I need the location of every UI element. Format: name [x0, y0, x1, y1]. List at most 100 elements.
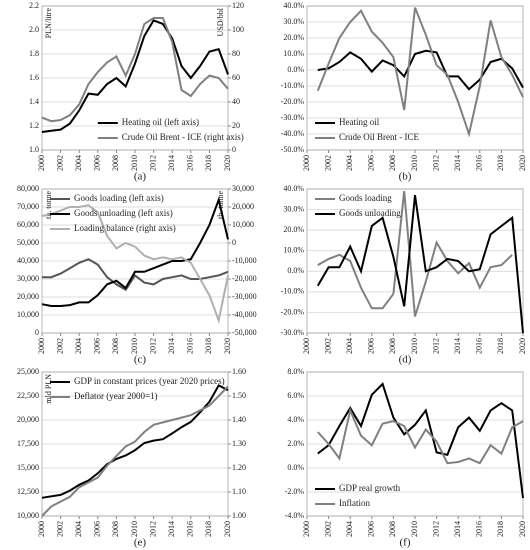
x-tick-label: 2000: [302, 338, 311, 354]
y-tick-label: 4.0%: [287, 415, 304, 424]
y-tick-label: 10,000: [17, 310, 39, 319]
x-tick-label: 2002: [55, 155, 64, 171]
y-tick-label: 0: [35, 328, 39, 337]
y-tick-label: 1.8: [29, 49, 39, 58]
y-tick-label: 40.0%: [283, 1, 304, 10]
x-tick-label: 2000: [37, 338, 46, 354]
y-tick-label: 70,000: [17, 202, 39, 211]
legend-label: Goods loading: [339, 193, 392, 203]
y-tick-label: 40,000: [17, 256, 39, 265]
legend-label: Goods unloading: [339, 208, 401, 218]
x-tick-label: 2010: [130, 338, 139, 354]
x-tick-label: 2002: [55, 521, 64, 537]
x-tick-label: 2018: [496, 155, 505, 171]
series-line: [41, 17, 229, 123]
x-tick-label: 2016: [186, 521, 195, 537]
x-tick-label: 2006: [93, 155, 102, 171]
y-tick-label: 12,500: [17, 487, 39, 496]
y-tick-label: 2.0%: [287, 439, 304, 448]
y-tick-label: 15,000: [17, 463, 39, 472]
y2-tick-label: 80: [232, 49, 240, 58]
y2-tick-label: 1.10: [232, 487, 246, 496]
panel-label: (b): [399, 171, 412, 183]
y2-tick-label: 100: [232, 25, 244, 34]
y2-axis-label: USD/bbl: [216, 7, 225, 36]
y2-tick-label: 60: [232, 73, 240, 82]
x-tick-label: 2004: [74, 521, 83, 537]
x-tick-label: 2000: [37, 521, 46, 537]
x-tick-label: 2012: [148, 338, 157, 354]
x-tick-label: 2014: [453, 155, 462, 171]
x-tick-label: 2012: [148, 155, 157, 171]
x-tick-label: 2012: [148, 521, 157, 537]
x-tick-label: 2018: [496, 338, 505, 354]
legend-label: GDP real growth: [339, 483, 401, 493]
panel-label: (e): [134, 537, 147, 549]
y-tick-label: 8.0%: [287, 367, 304, 376]
y2-tick-label: -40,000: [232, 310, 257, 319]
x-tick-label: 2000: [302, 521, 311, 537]
legend-label: Crude Oil Brent - ICE: [339, 132, 419, 142]
y-tick-label: 40.0%: [283, 184, 304, 193]
y-tick-label: -4.0%: [285, 511, 305, 520]
y-tick-label: 20.0%: [283, 33, 304, 42]
y-tick-label: 30,000: [17, 274, 39, 283]
y-tick-label: -20.0%: [281, 97, 305, 106]
y-tick-label: 50,000: [17, 238, 39, 247]
y2-tick-label: 1.50: [232, 391, 246, 400]
x-tick-label: 2020: [518, 155, 527, 171]
x-tick-label: 2002: [55, 338, 64, 354]
series-line: [316, 195, 524, 334]
y-tick-label: 60,000: [17, 220, 39, 229]
y2-tick-label: -30,000: [232, 292, 257, 301]
panel-label: (f): [400, 537, 411, 549]
y-tick-label: -40.0%: [281, 129, 305, 138]
x-tick-label: 2010: [410, 155, 419, 171]
x-tick-label: 2004: [345, 521, 354, 537]
x-tick-label: 2012: [431, 338, 440, 354]
series-line: [41, 384, 229, 499]
x-tick-label: 2010: [410, 521, 419, 537]
series-line: [41, 204, 229, 325]
x-tick-label: 2014: [167, 155, 176, 171]
y2-tick-label: 20,000: [232, 202, 254, 211]
x-tick-label: 2002: [323, 521, 332, 537]
x-tick-label: 2008: [388, 155, 397, 171]
legend-label: Crude Oil Brent - ICE (right axis): [122, 132, 244, 142]
series-line: [317, 49, 524, 91]
series-line: [317, 407, 524, 465]
x-tick-label: 2012: [431, 521, 440, 537]
y-tick-label: 25,000: [17, 367, 39, 376]
y-tick-label: 20,000: [17, 415, 39, 424]
legend-label: Goods loading (left axis): [74, 193, 164, 203]
y-tick-label: 0.0%: [287, 266, 304, 275]
y-tick-label: 0.0%: [287, 463, 304, 472]
legend-label: GDP in constant prices (year 2020 prices…: [74, 376, 225, 386]
series-line: [42, 258, 229, 292]
y-axis-label: th. tonne: [44, 191, 53, 219]
y-tick-label: 10.0%: [283, 246, 304, 255]
y-tick-label: 6.0%: [287, 391, 304, 400]
y-tick-label: 30.0%: [283, 204, 304, 213]
y-tick-label: -10.0%: [281, 287, 305, 296]
y2-tick-label: 1.30: [232, 439, 246, 448]
y-tick-label: -30.0%: [281, 113, 305, 122]
panel-label: (a): [134, 171, 147, 183]
x-tick-label: 2010: [130, 155, 139, 171]
y-tick-label: 1.0: [29, 145, 39, 154]
x-tick-label: 2008: [111, 338, 120, 354]
y-tick-label: -2.0%: [285, 487, 305, 496]
y-tick-label: 1.2: [29, 121, 39, 130]
x-tick-label: 2004: [74, 338, 83, 354]
x-tick-label: 2000: [302, 155, 311, 171]
x-tick-label: 2008: [111, 155, 120, 171]
x-tick-label: 2018: [204, 155, 213, 171]
y-tick-label: 17,500: [17, 439, 39, 448]
x-tick-label: 2016: [475, 521, 484, 537]
x-tick-label: 2018: [496, 521, 505, 537]
x-tick-label: 2000: [37, 155, 46, 171]
y2-tick-label: -50,000: [232, 328, 257, 337]
y-tick-label: 2.2: [29, 1, 39, 10]
y-tick-label: 20,000: [17, 292, 39, 301]
legend-label: Deflator (year 2000=1): [74, 391, 158, 401]
